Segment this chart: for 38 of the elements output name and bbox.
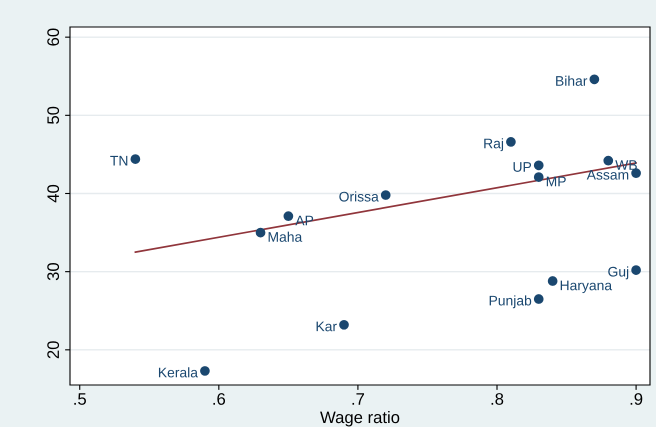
- point: [506, 137, 516, 147]
- point: [380, 190, 391, 200]
- y-tick-label: 50: [47, 106, 60, 124]
- data-label: UP: [514, 162, 532, 172]
- y-tick-label: 30: [47, 263, 60, 280]
- point: [200, 366, 210, 376]
- data-label: Kerala: [158, 367, 198, 378]
- y-tick-label: 20: [47, 341, 60, 358]
- point: [130, 154, 140, 164]
- data-label: TN: [110, 156, 128, 166]
- data-label: Maha: [268, 232, 302, 242]
- data-label: Kar: [316, 322, 337, 332]
- point: [631, 265, 641, 275]
- point: [590, 74, 600, 84]
- data-label: Guj: [608, 266, 628, 280]
- x-tick-label: .5: [74, 393, 86, 405]
- point: [284, 211, 294, 222]
- y-tick-label: 60: [47, 28, 60, 46]
- x-axis-title: Wage ratio: [320, 410, 400, 426]
- y-tick-label: 40: [47, 184, 60, 202]
- point: [256, 228, 266, 238]
- data-label: Assam: [586, 170, 628, 180]
- point: [534, 172, 544, 182]
- point: [339, 320, 349, 330]
- data-label: Orissa: [339, 191, 379, 202]
- data-label: Punjab: [490, 295, 532, 308]
- x-tick-label: .6: [213, 393, 226, 405]
- x-tick-label: .8: [492, 393, 504, 405]
- data-label: Haryana: [560, 280, 612, 294]
- point: [534, 294, 544, 304]
- data-label: Bihar: [556, 76, 588, 86]
- point: [534, 160, 544, 170]
- data-label: MP: [546, 176, 566, 186]
- point: [603, 156, 614, 166]
- data-label: Raj: [484, 138, 504, 152]
- point: [548, 276, 558, 286]
- x-tick-label: .9: [630, 393, 642, 405]
- x-tick-label: .7: [352, 393, 364, 405]
